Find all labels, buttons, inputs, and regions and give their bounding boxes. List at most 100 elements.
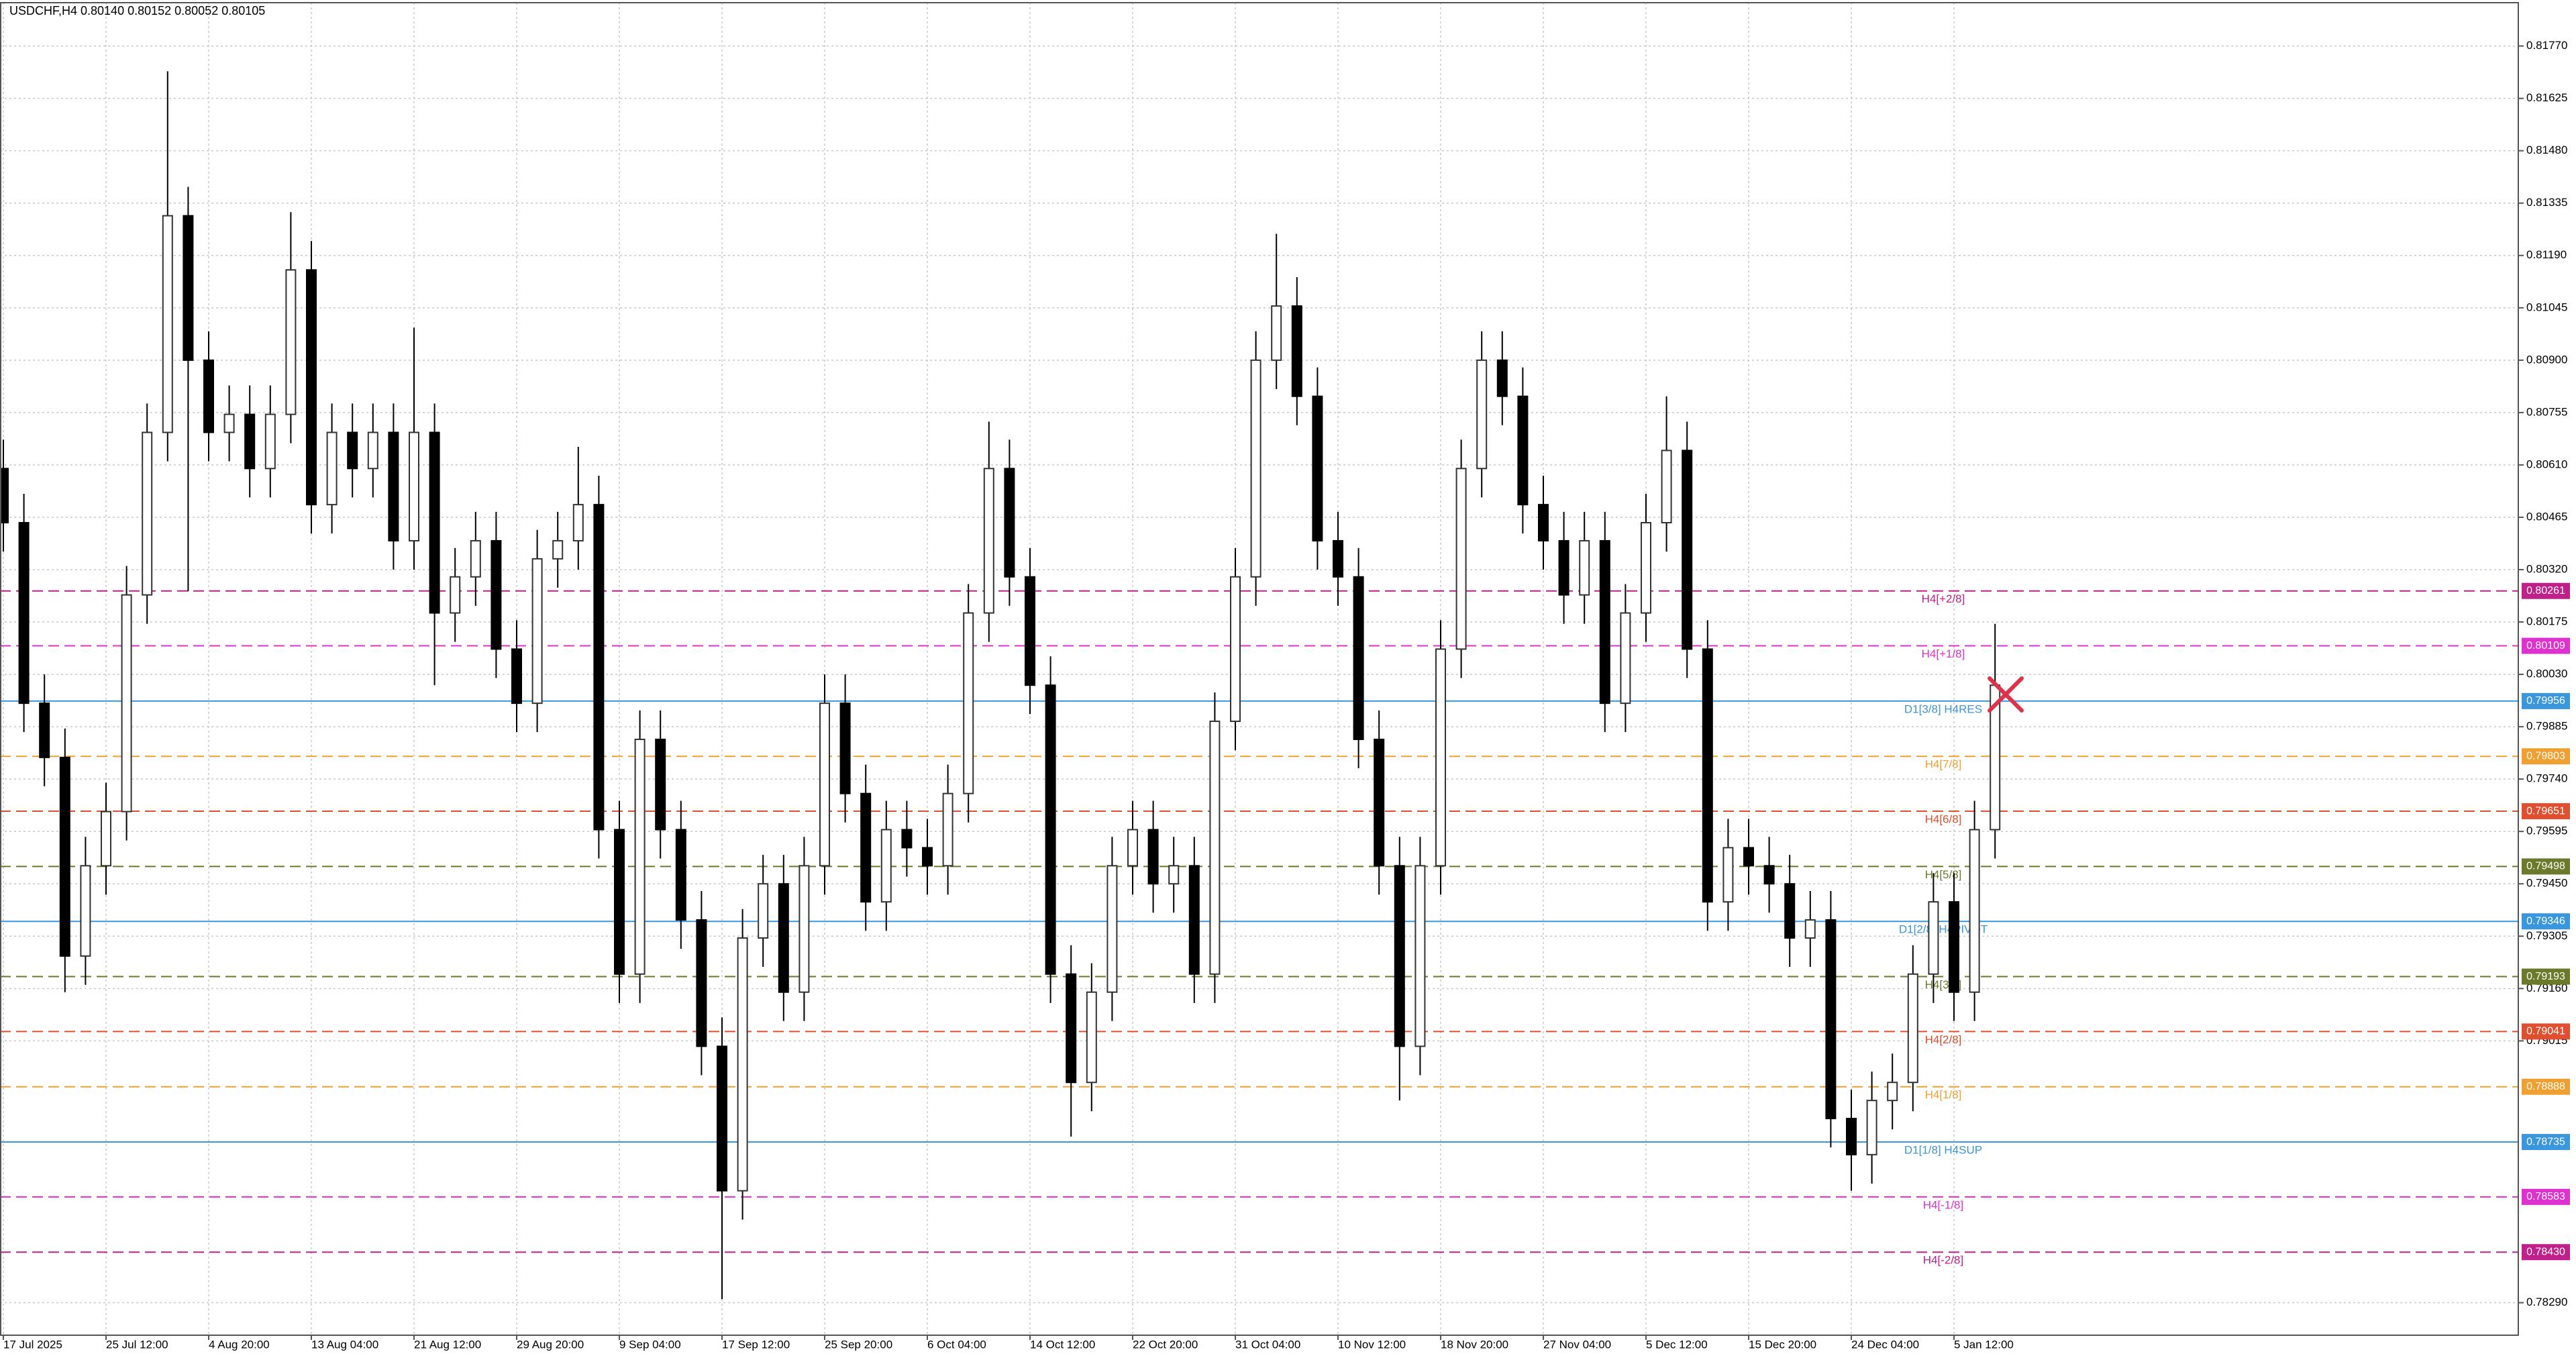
candles (0, 71, 2001, 1300)
candle-body (1333, 539, 1343, 578)
level-name: H4[6/8] (1925, 813, 1962, 826)
price-tag (2522, 748, 2570, 765)
price-tag (2522, 637, 2570, 654)
candle-body (880, 829, 892, 903)
candle-body (18, 522, 30, 705)
candle-body (1804, 919, 1816, 939)
candle-body (778, 883, 789, 993)
candle-body (696, 919, 707, 1047)
candle-body (1004, 468, 1015, 578)
candle-body (819, 702, 830, 867)
candle-body (614, 829, 625, 975)
price-tag-label: 0.78888 (2526, 1081, 2565, 1092)
price-tag-label: 0.80109 (2526, 640, 2565, 651)
candle-body (1887, 1082, 1898, 1102)
y-tick-label: 0.79740 (2526, 772, 2567, 785)
y-tick-label: 0.80610 (2526, 458, 2567, 470)
level-name: H4[1/8] (1925, 1088, 1962, 1101)
candle-body (511, 648, 522, 705)
price-tag-label: 0.79803 (2526, 750, 2565, 762)
candle-body (1066, 973, 1077, 1084)
candle-body (1476, 359, 1488, 470)
x-tick-label: 15 Dec 20:00 (1749, 1338, 1816, 1351)
x-tick-label: 4 Aug 20:00 (209, 1338, 270, 1351)
level-name: H4[+2/8] (1922, 592, 1965, 605)
candle-body (901, 829, 913, 849)
x-tick-label: 24 Dec 04:00 (1851, 1338, 1919, 1351)
candle-body (203, 359, 214, 433)
candle-body (1620, 612, 1631, 705)
level-name: H4[-1/8] (1923, 1198, 1963, 1211)
candle-body (388, 431, 399, 541)
candle-body (347, 431, 358, 470)
candle-body (1702, 648, 1713, 903)
x-tick-label: 13 Aug 04:00 (311, 1338, 378, 1351)
candle-body (101, 811, 111, 867)
x-tick-label: 17 Jul 2025 (3, 1338, 62, 1351)
candle-body (983, 468, 994, 614)
axis: 0.81770 0.81625 0.81480 0.81335 0.81190 0.810… (3, 39, 2570, 1351)
price-tag-label: 0.79193 (2526, 971, 2565, 982)
price-tag (2522, 1078, 2570, 1095)
candle-body (39, 702, 50, 758)
candle-body (758, 883, 769, 939)
y-tick-label: 0.81480 (2526, 144, 2567, 156)
candle-body (470, 539, 481, 578)
candle-body (922, 847, 933, 867)
candle-body (1025, 576, 1035, 686)
price-tag-label: 0.80261 (2526, 585, 2565, 596)
level-name: D1[2/8] H4PIVOT (1899, 923, 1988, 936)
levels: H4[+2/8] H4[+1/8] D1[3/8] H4RES H4[7/8] H4[6… (0, 590, 2518, 1267)
y-tick-label: 0.81335 (2526, 196, 2567, 209)
candle-body (531, 558, 543, 705)
price-tag (2522, 968, 2570, 985)
candle-body (1250, 359, 1261, 578)
y-tick-label: 0.80755 (2526, 405, 2567, 418)
candle-body (142, 431, 153, 596)
candle-body (1414, 865, 1426, 1047)
candle-body (737, 937, 748, 1192)
candle-body (1127, 829, 1138, 867)
candle-body (0, 468, 9, 524)
candle-body (860, 792, 872, 903)
candle-body (1271, 305, 1282, 361)
x-tick-label: 27 Nov 04:00 (1543, 1338, 1611, 1351)
candle-body (552, 539, 564, 560)
candle-body (717, 1045, 727, 1192)
y-tick-label: 0.80465 (2526, 510, 2567, 523)
price-tag (2522, 1134, 2570, 1151)
candle-body (1579, 539, 1590, 596)
candle-body (1641, 522, 1651, 614)
candle-body (285, 269, 297, 415)
level-name: H4[-2/8] (1923, 1254, 1963, 1267)
candle-body (1599, 539, 1610, 705)
candle-body (1168, 865, 1180, 885)
y-tick-label: 0.80175 (2526, 615, 2567, 628)
y-tick-label: 0.78290 (2526, 1296, 2567, 1308)
candle-body (634, 738, 646, 975)
candle-body (1538, 504, 1549, 541)
candle-body (264, 413, 276, 470)
y-tick-label: 0.81045 (2526, 301, 2567, 313)
y-tick-label: 0.79450 (2526, 877, 2567, 890)
candle-body (1682, 450, 1693, 650)
candle-body (675, 829, 686, 921)
x-tick-label: 29 Aug 20:00 (517, 1338, 584, 1351)
candle-body (1045, 684, 1056, 975)
y-tick-label: 0.80030 (2526, 668, 2567, 680)
price-tag-label: 0.78430 (2526, 1246, 2565, 1257)
level-name: H4[+1/8] (1922, 647, 1965, 660)
candle-body (1763, 865, 1775, 885)
candle-body (1907, 973, 1918, 1084)
x-tick-label: 25 Jul 12:00 (106, 1338, 168, 1351)
price-tag (2522, 582, 2570, 599)
candle-body (1825, 919, 1837, 1120)
price-tag-label: 0.79346 (2526, 915, 2565, 927)
candle-body (963, 612, 974, 794)
candle-body (1435, 648, 1446, 867)
y-tick-label: 0.79305 (2526, 929, 2567, 942)
candle-body (1106, 865, 1118, 993)
candle-body (367, 431, 378, 470)
